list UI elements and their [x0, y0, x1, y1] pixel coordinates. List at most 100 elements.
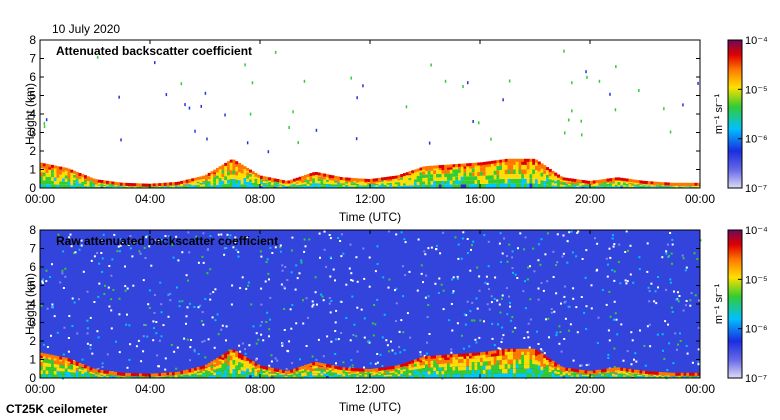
noise-cell [329, 311, 332, 314]
heatmap-cell [240, 359, 244, 364]
noise-cell [118, 351, 121, 354]
heatmap-cell [238, 180, 241, 184]
noise-cell [668, 255, 670, 257]
noise-cell [202, 261, 205, 264]
heatmap-cell [598, 183, 602, 185]
heatmap-cell [430, 367, 434, 372]
layer-top-cell [394, 175, 398, 179]
heatmap-cell [422, 368, 426, 372]
heatmap-cell [584, 186, 588, 187]
heatmap-cell [480, 179, 483, 184]
noise-cell [290, 271, 293, 274]
heatmap-cell [488, 179, 492, 184]
layer-top-cell [183, 370, 186, 374]
heatmap-cell [444, 359, 448, 364]
heatmap-cell [496, 179, 500, 184]
layer-top-cell [70, 359, 74, 363]
layer-top-cell [221, 354, 225, 358]
heatmap-cell [405, 178, 409, 181]
noise-cell [98, 282, 101, 285]
heatmap-cell [92, 374, 96, 376]
heatmap-cell [672, 186, 676, 188]
heatmap-cell [350, 183, 354, 186]
noise-cell [694, 294, 697, 297]
heatmap-cell [221, 363, 225, 368]
layer-top-cell [480, 162, 483, 166]
noise-cell [107, 286, 110, 289]
heatmap-cell [469, 180, 472, 185]
heatmap-cell [449, 184, 453, 188]
heatmap-cell [301, 186, 305, 188]
heatmap-cell [119, 375, 123, 376]
heatmap-cell [185, 372, 189, 374]
heatmap-cell [364, 182, 368, 185]
noise-cell [656, 333, 659, 336]
heatmap-cell [631, 375, 635, 377]
layer-top-cell [298, 176, 302, 180]
noise-cell [537, 298, 540, 301]
heatmap-cell [474, 354, 478, 359]
heatmap-cell [449, 359, 453, 364]
noise-cell [560, 350, 563, 353]
heatmap-cell [425, 374, 428, 378]
layer-top-cell [392, 366, 395, 369]
heatmap-cell [546, 365, 549, 369]
noise-cell [374, 270, 377, 273]
noise-cell [349, 243, 352, 246]
heatmap-cell [496, 351, 500, 356]
heatmap-cell [521, 178, 525, 184]
heatmap-cell [59, 168, 63, 172]
heatmap-cell [86, 184, 90, 187]
heatmap-cell [576, 183, 580, 185]
noise-cell [56, 242, 59, 245]
layer-top-cell [653, 181, 657, 185]
noise-cell [43, 121, 46, 125]
noise-cell [131, 255, 134, 258]
heatmap-cell [537, 365, 541, 370]
noise-cell [184, 103, 186, 107]
noise-cell [150, 264, 153, 267]
heatmap-cell [356, 372, 360, 374]
layer-top-cell [444, 354, 448, 358]
heatmap-cell [447, 180, 450, 185]
heatmap-cell [482, 175, 486, 180]
noise-cell [442, 289, 445, 292]
heatmap-cell [513, 373, 516, 378]
heatmap-cell [213, 369, 217, 373]
heatmap-cell [301, 372, 305, 375]
heatmap-cell [460, 172, 464, 177]
noise-cell [511, 267, 514, 270]
noise-cell [665, 252, 668, 255]
noise-cell [237, 255, 240, 258]
heatmap-cell [312, 370, 316, 374]
heatmap-cell [510, 373, 514, 378]
noise-cell [119, 238, 122, 241]
heatmap-cell [394, 182, 398, 185]
noise-cell [177, 259, 180, 262]
heatmap-cell [422, 174, 426, 178]
heatmap-cell [339, 181, 343, 184]
heatmap-cell [458, 172, 461, 177]
layer-top-cell [389, 366, 393, 370]
heatmap-cell [306, 373, 310, 376]
heatmap-cell [235, 357, 239, 362]
noise-cell [626, 280, 629, 283]
heatmap-cell [268, 184, 272, 187]
heatmap-cell [221, 173, 225, 178]
heatmap-cell [73, 364, 76, 368]
noise-cell [335, 309, 338, 312]
noise-cell [195, 235, 198, 238]
heatmap-cell [614, 370, 618, 372]
heatmap-cell [111, 376, 115, 378]
heatmap-cell [312, 366, 316, 369]
heatmap-cell [609, 372, 613, 374]
heatmap-cell [67, 366, 71, 369]
layer-top-cell [89, 177, 93, 181]
heatmap-cell [202, 186, 206, 188]
noise-cell [351, 279, 354, 282]
heatmap-cell [471, 362, 475, 367]
heatmap-cell [601, 182, 604, 184]
heatmap-cell [298, 376, 302, 378]
heatmap-cell [466, 172, 470, 177]
heatmap-cell [345, 372, 349, 374]
